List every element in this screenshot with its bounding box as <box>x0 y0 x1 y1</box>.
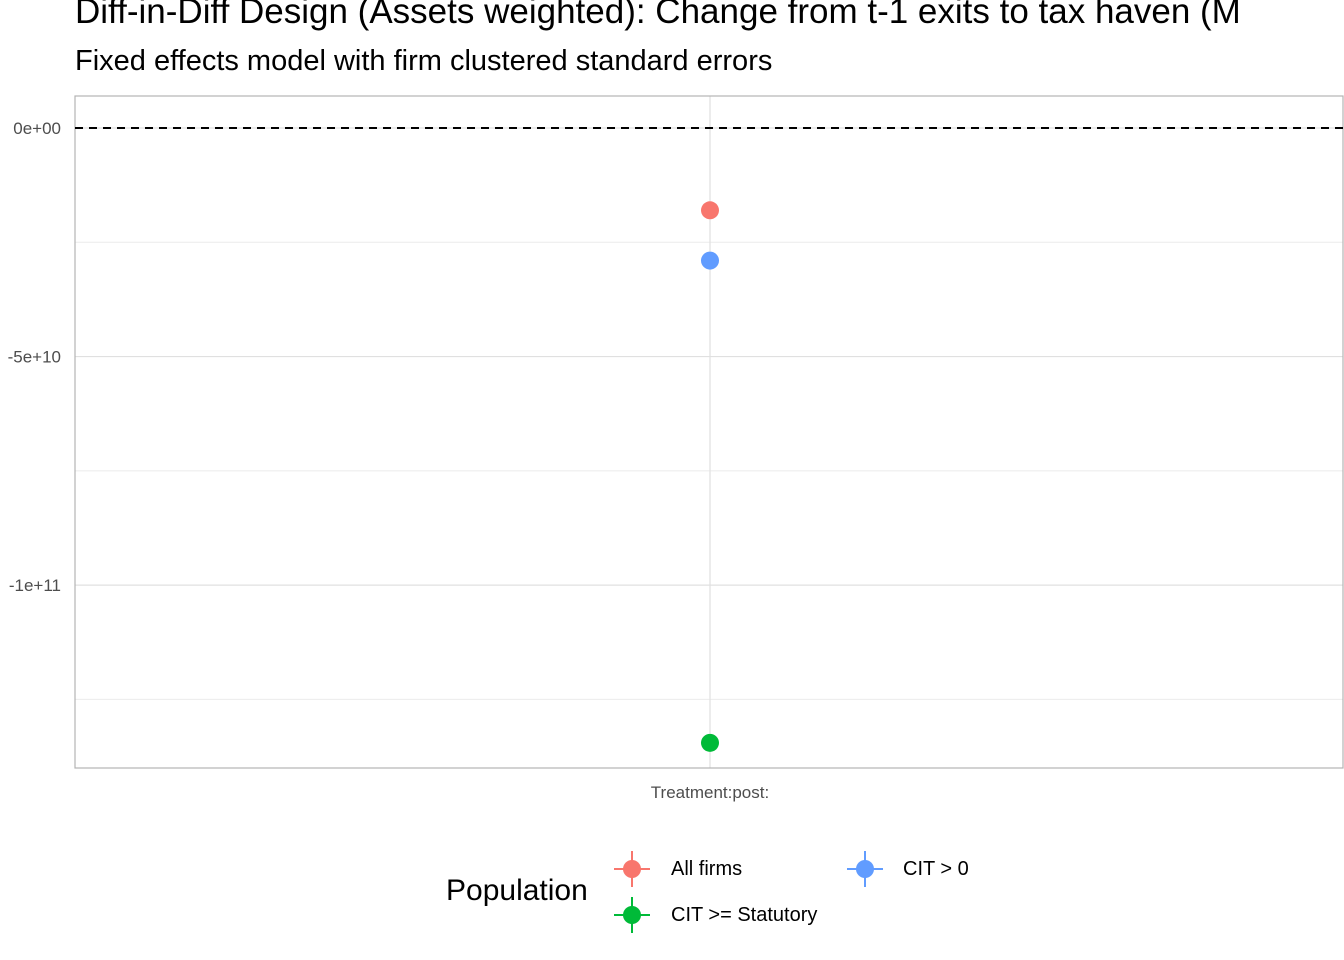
y-tick-label: 0e+00 <box>13 119 61 138</box>
panel-border <box>74 95 1344 769</box>
point-cit-statutory <box>701 733 719 752</box>
chart-title: Diff-in-Diff Design (Assets weighted): C… <box>75 0 1241 31</box>
point-cit-0 <box>701 251 719 270</box>
y-tick-label: -1e+11 <box>9 576 61 595</box>
point-all-firms <box>701 201 719 220</box>
y-tick-label: -5e+10 <box>8 348 61 367</box>
x-tick-label: Treatment:post: <box>651 783 769 802</box>
chart-subtitle: Fixed effects model with firm clustered … <box>75 45 773 77</box>
